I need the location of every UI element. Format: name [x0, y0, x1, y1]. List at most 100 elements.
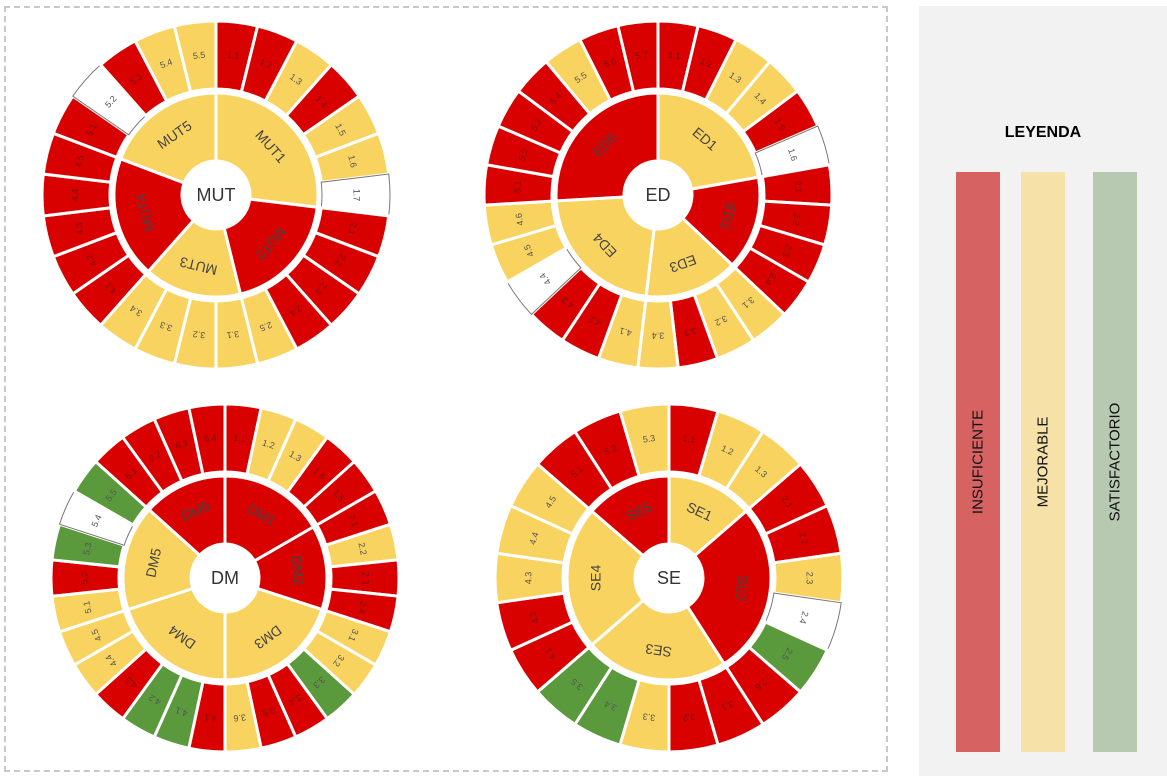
inner-segment-mut2 — [222, 197, 319, 296]
outer-label-2-2: 2.2 — [356, 542, 368, 556]
outer-label-1-7: 1.7 — [352, 189, 362, 202]
center-circle — [637, 546, 701, 610]
inner-label-se3: SE3 — [644, 641, 673, 661]
outer-label-2-3: 2.3 — [780, 243, 794, 258]
inner-segment-mut3 — [146, 218, 243, 299]
outer-label-5-1: 5.1 — [512, 180, 523, 193]
center-label: ED — [645, 185, 670, 205]
inner-segment-mut5 — [118, 91, 218, 185]
legend-panel: LEYENDA INSUFICIENTE MEJORABLE SATISFACT… — [919, 6, 1167, 776]
outer-label-5-3: 5.3 — [642, 433, 656, 445]
outer-label-1-1: 1.1 — [226, 50, 240, 61]
center-label: DM — [211, 568, 239, 588]
outer-label-5-4: 5.4 — [159, 57, 174, 71]
inner-label-ed2: ED2 — [717, 201, 740, 232]
outer-label-5-2: 5.2 — [603, 443, 619, 457]
center-label: SE — [657, 568, 681, 588]
outer-label-4-4: 4.4 — [70, 189, 80, 202]
outer-label-2-3: 2.3 — [361, 572, 371, 585]
outer-label-5-2: 5.2 — [79, 572, 89, 585]
inner-label-se2: SE2 — [732, 574, 752, 603]
legend-title: LEYENDA — [1004, 124, 1082, 141]
outer-label-4-5: 4.5 — [73, 154, 86, 169]
outer-label-3-6: 3.6 — [233, 712, 246, 723]
inner-segment-se2 — [685, 509, 773, 666]
inner-segment-ed5 — [554, 91, 660, 203]
inner-segment-dm3 — [223, 586, 324, 682]
outer-label-2-1: 2.1 — [793, 180, 804, 193]
outer-label-4-3: 4.3 — [523, 572, 533, 585]
inner-segment-ed1 — [656, 91, 761, 191]
outer-label-2-3: 2.3 — [805, 572, 815, 585]
center-circle — [193, 546, 257, 610]
outer-label-2-4: 2.4 — [356, 600, 368, 614]
center-circle — [184, 163, 248, 227]
legend-bar-satisfactorio: SATISFACTORIO — [1093, 172, 1137, 752]
sunburst-ed: ED1ED2ED3ED4ED51.11.21.31.41.51.62.12.22… — [482, 19, 834, 371]
outer-label-5-5: 5.5 — [192, 50, 206, 61]
outer-label-2-2: 2.2 — [790, 212, 802, 226]
inner-segment-se3 — [589, 598, 727, 682]
legend-bar-mejorable: MEJORABLE — [1021, 172, 1065, 752]
outer-label-1-1: 1.1 — [233, 433, 246, 444]
outer-label-3-1: 3.1 — [720, 699, 736, 713]
outer-label-4-6: 4.6 — [514, 212, 526, 226]
outer-segment-5-5 — [172, 19, 218, 94]
inner-segment-se1 — [667, 474, 749, 558]
legend-label-mejorable: MEJORABLE — [1034, 416, 1052, 508]
outer-label-1-2: 1.2 — [720, 443, 736, 457]
inner-label-dm5: DM5 — [142, 546, 164, 578]
sunburst-mut: MUT1MUT2MUT3MUT4MUT51.11.21.31.41.51.61.… — [40, 19, 391, 371]
sunburst-se: SE1SE2SE3SE4SE51.11.21.32.12.22.32.42.52… — [493, 402, 845, 754]
outer-label-3-4: 3.4 — [603, 699, 619, 713]
outer-label-3-2: 3.2 — [192, 329, 206, 340]
outer-label-4-1: 4.1 — [204, 712, 217, 723]
outer-label-5-3: 5.3 — [81, 542, 93, 556]
inner-segment-mut1 — [214, 91, 320, 209]
inner-label-dm2: DM2 — [288, 555, 307, 586]
outer-label-1-2: 1.2 — [258, 57, 273, 71]
inner-segment-se4 — [565, 509, 646, 647]
sunburst-charts: MUT1MUT2MUT3MUT4MUT51.11.21.31.41.51.61.… — [40, 19, 845, 754]
outer-label-3-1: 3.1 — [346, 627, 360, 643]
outer-label-3-2: 3.2 — [682, 711, 696, 723]
legend-bar-insuficiente: INSUFICIENTE — [956, 172, 1000, 752]
inner-segment-dm2 — [252, 524, 329, 612]
outer-label-1-1: 1.1 — [682, 433, 696, 445]
inner-segment-dm6 — [147, 474, 227, 558]
outer-label-3-1: 3.1 — [226, 329, 240, 340]
inner-label-se4: SE4 — [588, 565, 604, 592]
outer-label-5-4: 5.4 — [89, 513, 103, 529]
outer-label-1-6: 1.6 — [346, 154, 359, 169]
outer-label-4-3: 4.3 — [73, 221, 86, 236]
outer-label-5-2: 5.2 — [517, 147, 530, 162]
outer-label-4-1: 4.1 — [174, 705, 189, 718]
outer-label-1-6: 1.6 — [786, 147, 799, 162]
outer-label-2-4: 2.4 — [797, 610, 810, 625]
outer-label-4-5: 4.5 — [522, 243, 536, 258]
outer-label-1-2: 1.2 — [261, 438, 276, 451]
outer-label-3-3: 3.3 — [642, 711, 656, 723]
outer-segment-5-7 — [616, 19, 660, 94]
outer-label-2-5: 2.5 — [258, 320, 273, 334]
legend-label-satisfactorio: SATISFACTORIO — [1106, 402, 1124, 522]
inner-segment-mut4 — [112, 156, 196, 274]
outer-label-3-4: 3.4 — [652, 331, 665, 341]
outer-label-6-3: 6.3 — [174, 438, 189, 451]
inner-segment-dm4 — [126, 586, 227, 682]
inner-segment-se5 — [589, 474, 671, 558]
center-circle — [626, 163, 690, 227]
outer-label-5-1: 5.1 — [81, 600, 93, 614]
outer-segment-5-3 — [618, 402, 671, 479]
outer-label-1-1: 1.1 — [668, 50, 682, 61]
center-label: MUT — [197, 185, 236, 205]
outer-label-2-1: 2.1 — [346, 221, 359, 236]
outer-label-1-2: 1.2 — [699, 56, 714, 70]
inner-segment-ed2 — [680, 175, 762, 268]
inner-segment-ed4 — [554, 195, 656, 298]
outer-label-2-1: 2.1 — [346, 513, 360, 529]
legend-label-insuficiente: INSUFICIENTE — [969, 409, 987, 515]
inner-segment-dm5 — [121, 507, 202, 612]
outer-segment-6-4 — [187, 402, 227, 477]
